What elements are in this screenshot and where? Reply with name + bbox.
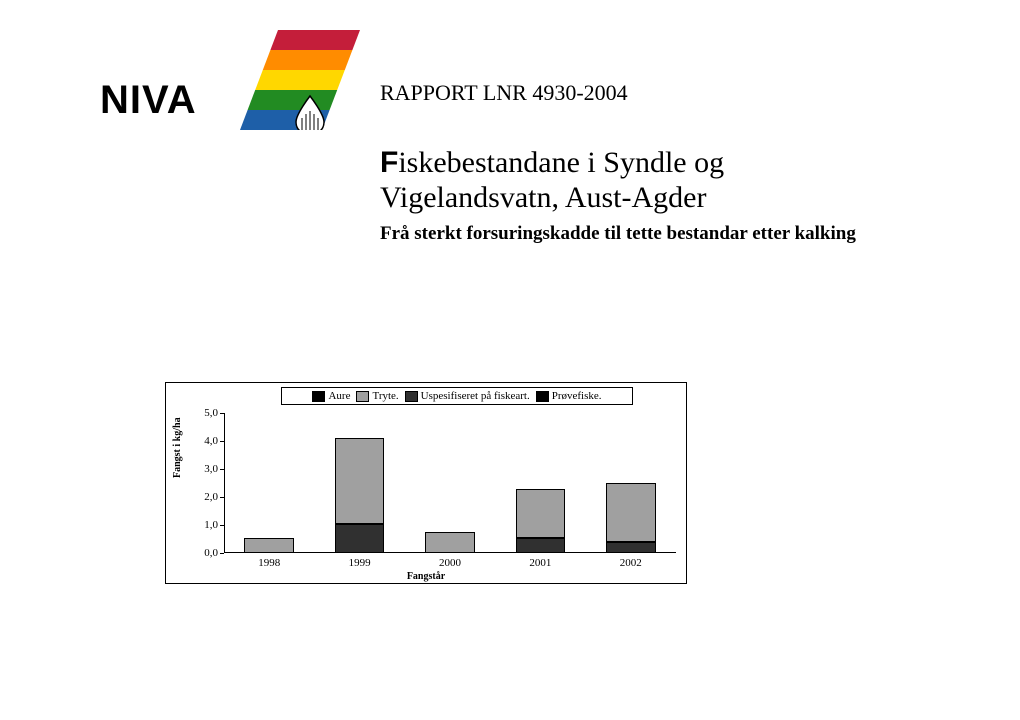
y-tick-mark — [220, 413, 224, 414]
x-tick-label: 1998 — [239, 557, 299, 569]
title-first-letter: F — [380, 146, 398, 179]
catch-chart: Aure Tryte. Uspesifiseret på fiskeart. Prøv… — [165, 382, 687, 584]
legend-label: Prøvefiske. — [552, 390, 602, 402]
bar-segment-tryte — [516, 489, 566, 538]
report-subtitle: Frå sterkt forsuringskadde til tette bes… — [380, 223, 900, 246]
bar-segment-uspes — [335, 524, 385, 553]
bar-stack — [335, 438, 385, 553]
x-tick-label: 2002 — [601, 557, 661, 569]
y-tick-label: 5,0 — [194, 407, 218, 419]
legend-swatch — [312, 391, 325, 402]
bar-stack — [244, 538, 294, 553]
report-title: Fiskebestandane i Syndle og Vigelandsvat… — [380, 146, 900, 215]
y-tick-label: 4,0 — [194, 435, 218, 447]
legend-swatch — [405, 391, 418, 402]
bar-segment-uspes — [606, 542, 656, 553]
legend-item: Uspesifiseret på fiskeart. — [405, 390, 530, 402]
legend-item: Prøvefiske. — [536, 390, 602, 402]
y-axis-label: Fangst i kg/ha — [172, 417, 183, 478]
chart-legend: Aure Tryte. Uspesifiseret på fiskeart. Prøv… — [281, 387, 633, 405]
y-tick-mark — [220, 441, 224, 442]
report-number: RAPPORT LNR 4930-2004 — [380, 80, 900, 106]
bar-stack — [425, 532, 475, 553]
header-block: RAPPORT LNR 4930-2004 Fiskebestandane i … — [380, 80, 900, 246]
niva-stripe-icon — [240, 30, 360, 130]
y-tick-label: 3,0 — [194, 463, 218, 475]
legend-swatch — [356, 391, 369, 402]
y-tick-label: 1,0 — [194, 519, 218, 531]
legend-label: Aure — [328, 390, 350, 402]
x-tick-label: 1999 — [330, 557, 390, 569]
y-tick-mark — [220, 525, 224, 526]
y-tick-label: 2,0 — [194, 491, 218, 503]
bar-segment-tryte — [606, 483, 656, 542]
niva-wordmark: NIVA — [100, 78, 197, 123]
niva-logo: NIVA — [100, 30, 360, 140]
y-tick-mark — [220, 553, 224, 554]
x-axis-label: Fangstår — [166, 571, 686, 582]
plot-area — [224, 413, 676, 553]
y-tick-mark — [220, 469, 224, 470]
bar-stack — [516, 489, 566, 553]
bar-segment-uspes — [516, 538, 566, 553]
title-rest: iskebestandane i Syndle og Vigelandsvatn… — [380, 146, 724, 214]
bar-segment-tryte — [335, 438, 385, 523]
legend-item: Aure — [312, 390, 350, 402]
legend-swatch — [536, 391, 549, 402]
y-tick-label: 0,0 — [194, 547, 218, 559]
legend-label: Uspesifiseret på fiskeart. — [421, 390, 530, 402]
bar-segment-tryte — [244, 538, 294, 553]
legend-label: Tryte. — [372, 390, 398, 402]
y-axis-line — [224, 413, 225, 553]
bar-stack — [606, 483, 656, 553]
x-tick-label: 2001 — [510, 557, 570, 569]
y-tick-mark — [220, 497, 224, 498]
legend-item: Tryte. — [356, 390, 398, 402]
bar-segment-tryte — [425, 532, 475, 553]
x-tick-label: 2000 — [420, 557, 480, 569]
